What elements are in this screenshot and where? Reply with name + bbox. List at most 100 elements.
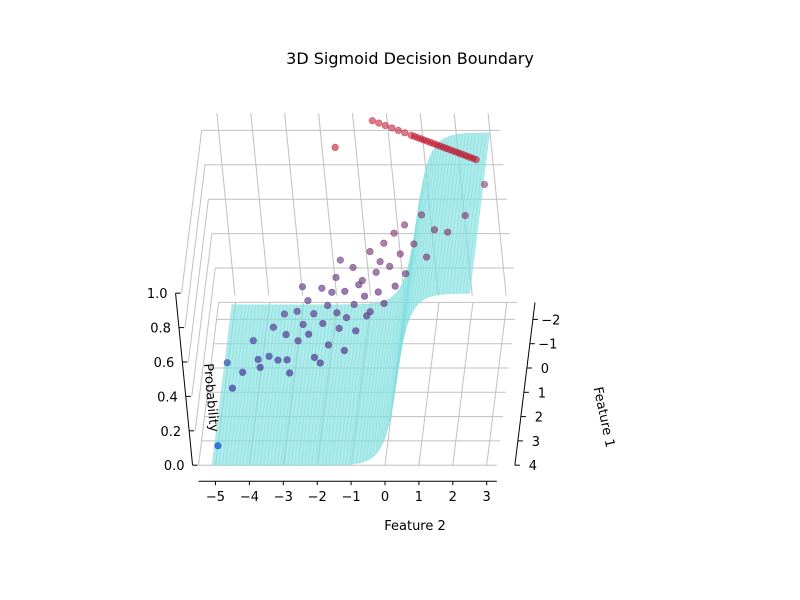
x-tick-label-2: −3 <box>274 490 293 505</box>
data-point-59 <box>280 310 289 318</box>
x-tick-label-1: −4 <box>240 490 259 505</box>
data-point-89 <box>472 155 480 164</box>
x-tick-label-8: 3 <box>483 490 491 505</box>
data-point-16 <box>310 310 318 318</box>
data-point-4 <box>249 337 257 345</box>
data-point-9 <box>282 330 290 339</box>
y-tick-label-5: 3 <box>532 435 540 450</box>
data-point-62 <box>331 143 339 151</box>
z-tick-label-1: 0.2 <box>160 425 181 440</box>
grid-line-back-vertical-4 <box>352 113 372 296</box>
z-tick-label-2: 0.4 <box>157 390 178 405</box>
z-tick-label-3: 0.6 <box>154 356 175 371</box>
z-axis-line <box>175 293 194 466</box>
data-point-54 <box>355 281 363 289</box>
grid-line-back-vertical-1 <box>250 113 270 296</box>
data-point-1 <box>223 359 231 367</box>
data-point-5 <box>256 363 264 372</box>
z-tick-label-4: 0.8 <box>150 322 171 337</box>
data-point-0 <box>214 442 222 450</box>
data-point-49 <box>461 212 469 220</box>
data-point-68 <box>401 129 409 137</box>
z-tick-label-5: 1.0 <box>147 287 168 302</box>
grid-line-floor-a-6 <box>418 302 440 466</box>
data-point-47 <box>430 226 439 234</box>
data-point-2 <box>228 384 236 392</box>
data-point-35 <box>374 288 382 296</box>
z-tick-label-0: 0.0 <box>164 459 185 474</box>
data-point-45 <box>417 211 426 219</box>
data-point-38 <box>386 262 394 271</box>
data-point-39 <box>390 229 398 237</box>
y-tick-label-6: 4 <box>529 459 537 474</box>
data-point-67 <box>394 126 402 134</box>
data-point-32 <box>366 247 374 256</box>
y-tick-label-1: −1 <box>538 338 557 353</box>
data-point-42 <box>400 221 409 229</box>
axes: −5 −4 −3 −2 −1 0 1 2 3 −2 −1 0 1 2 3 4 0.0 0.2 0.4 0.6 0.8 1.… <box>147 287 561 505</box>
data-point-21 <box>324 341 333 349</box>
x-tick-label-3: −2 <box>308 490 327 505</box>
data-point-22 <box>332 273 340 282</box>
data-point-25 <box>341 287 349 295</box>
data-point-28 <box>350 300 358 309</box>
data-point-56 <box>336 256 344 264</box>
data-point-7 <box>269 323 277 331</box>
grid-line-back-vertical-8 <box>487 113 507 296</box>
data-point-36 <box>380 239 388 247</box>
data-point-24 <box>335 324 343 332</box>
data-point-55 <box>298 283 307 291</box>
data-point-51 <box>286 369 294 377</box>
y-tick-label-4: 2 <box>535 411 543 426</box>
data-point-15 <box>305 330 313 338</box>
data-point-8 <box>274 356 282 364</box>
data-point-63 <box>368 117 376 125</box>
data-point-10 <box>283 356 291 364</box>
data-point-18 <box>318 284 326 292</box>
grid-line-left-3 <box>187 199 209 363</box>
data-point-17 <box>310 353 319 362</box>
grid-line-back-vertical-3 <box>318 113 338 296</box>
sigmoid-surface <box>211 132 490 466</box>
y-axis-label: Feature 1 <box>590 386 617 449</box>
data-point-29 <box>352 327 360 335</box>
data-point-14 <box>304 297 312 305</box>
data-point-57 <box>376 257 384 266</box>
y-tick-label-2: 0 <box>541 362 549 377</box>
x-axis-label: Feature 2 <box>384 519 446 534</box>
scatter-points <box>214 117 489 450</box>
x-tick-label-5: 0 <box>381 490 389 505</box>
grid-line-left-4 <box>184 164 206 328</box>
data-point-37 <box>380 299 388 308</box>
grid-line-floor-a-8 <box>486 302 508 466</box>
data-point-60 <box>340 346 348 355</box>
x-tick-label-7: 2 <box>449 490 457 505</box>
grid-line-left-2 <box>191 233 213 397</box>
y-axis-line <box>514 302 536 466</box>
data-point-58 <box>328 288 336 296</box>
y-tick-label-3: 1 <box>538 386 546 401</box>
data-point-61 <box>363 312 371 320</box>
data-point-11 <box>293 307 301 315</box>
y-tick-label-0: −2 <box>541 313 560 328</box>
data-point-46 <box>422 253 431 261</box>
grid-line-left-5 <box>181 130 203 294</box>
z-axis-label: Probability <box>200 363 221 433</box>
data-point-65 <box>381 121 389 130</box>
grid-line-back-vertical-2 <box>284 113 304 296</box>
data-point-64 <box>375 119 383 127</box>
data-point-40 <box>391 282 399 290</box>
data-point-19 <box>319 319 327 328</box>
x-tick-label-6: 1 <box>415 490 423 505</box>
data-point-13 <box>299 320 307 329</box>
x-tick-label-0: −5 <box>206 490 225 505</box>
data-point-44 <box>410 240 418 248</box>
data-point-3 <box>239 368 247 376</box>
grid-line-back-vertical-0 <box>216 113 236 296</box>
grid-line-back-vertical-5 <box>385 113 405 296</box>
data-point-20 <box>324 301 332 310</box>
data-point-66 <box>388 124 396 132</box>
data-point-27 <box>349 263 357 272</box>
data-point-48 <box>444 228 452 236</box>
